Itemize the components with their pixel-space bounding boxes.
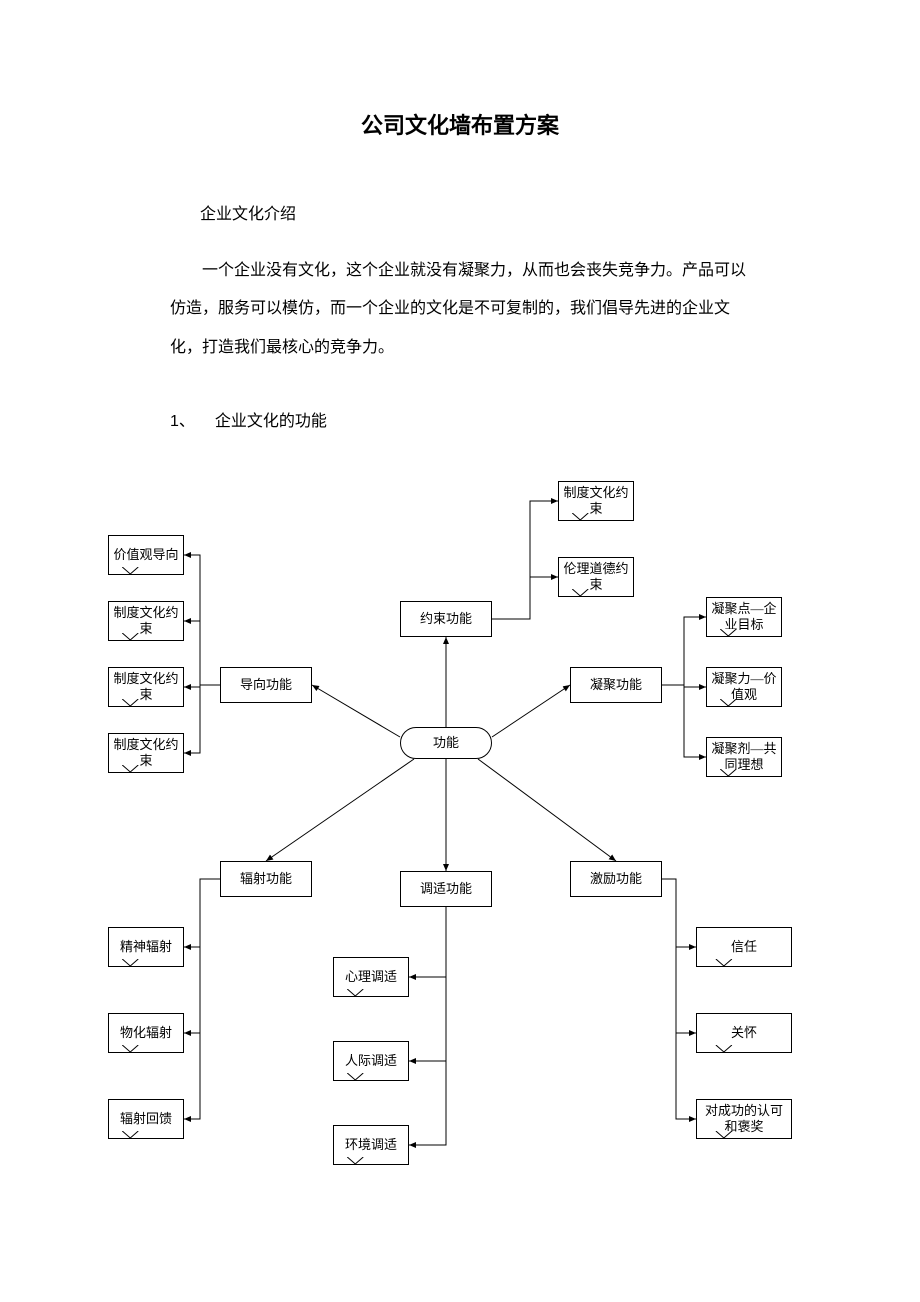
diagram-node: 心理调适 <box>333 957 409 997</box>
page-title: 公司文化墙布置方案 <box>0 0 920 140</box>
diagram-node: 约束功能 <box>400 601 492 637</box>
diagram-node: 凝聚功能 <box>570 667 662 703</box>
diagram-node: 信任 <box>696 927 792 967</box>
diagram-node: 对成功的认可和褒奖 <box>696 1099 792 1139</box>
diagram-node: 制度文化约束 <box>108 667 184 707</box>
diagram-node: 精神辐射 <box>108 927 184 967</box>
diagram-node: 辐射回馈 <box>108 1099 184 1139</box>
diagram-node: 凝聚力—价值观 <box>706 667 782 707</box>
section-title: 企业文化的功能 <box>215 413 327 430</box>
diagram-node: 制度文化约束 <box>108 733 184 773</box>
diagram-node: 激励功能 <box>570 861 662 897</box>
diagram-node: 关怀 <box>696 1013 792 1053</box>
diagram-node: 人际调适 <box>333 1041 409 1081</box>
diagram-node: 制度文化约束 <box>108 601 184 641</box>
diagram-node: 环境调适 <box>333 1125 409 1165</box>
diagram-node: 伦理道德约束 <box>558 557 634 597</box>
section-number: 1、 <box>170 413 195 430</box>
subtitle: 企业文化介绍 <box>200 200 920 224</box>
section-header: 1、 企业文化的功能 <box>170 407 920 431</box>
diagram-node: 辐射功能 <box>220 861 312 897</box>
diagram-node: 凝聚剂—共同理想 <box>706 737 782 777</box>
diagram-node: 调适功能 <box>400 871 492 907</box>
intro-paragraph: 一个企业没有文化，这个企业就没有凝聚力，从而也会丧失竞争力。产品可以仿造，服务可… <box>170 252 750 367</box>
functions-diagram: 功能约束功能导向功能凝聚功能辐射功能调适功能激励功能制度文化约束伦理道德约束价值… <box>0 441 920 1181</box>
diagram-node: 功能 <box>400 727 492 759</box>
diagram-node: 凝聚点—企业目标 <box>706 597 782 637</box>
diagram-node: 导向功能 <box>220 667 312 703</box>
diagram-node: 物化辐射 <box>108 1013 184 1053</box>
diagram-node: 制度文化约束 <box>558 481 634 521</box>
diagram-node: 价值观导向 <box>108 535 184 575</box>
